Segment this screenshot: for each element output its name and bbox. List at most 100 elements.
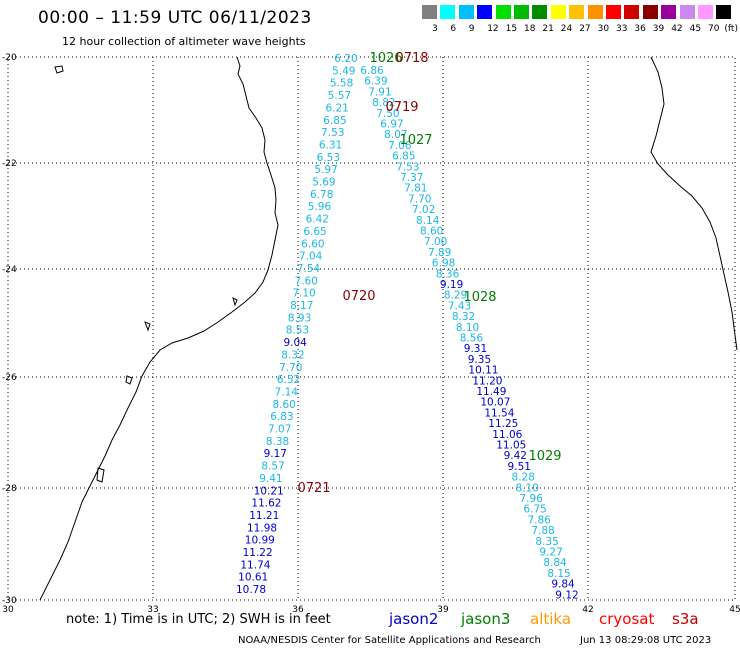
wave-height-label: 6.60 xyxy=(301,238,324,250)
legend-label: 15 xyxy=(505,24,518,34)
wave-height-label: 7.06 xyxy=(388,140,412,152)
wave-height-label: 6.86 xyxy=(360,65,384,77)
legend-label: 3 xyxy=(432,24,438,34)
graticule-grid xyxy=(7,56,736,601)
wave-height-label: 9.51 xyxy=(508,461,531,473)
pass-time-label: 0718 xyxy=(395,51,428,66)
wave-height-label: 11.20 xyxy=(472,375,502,387)
legend-swatch xyxy=(679,5,695,19)
map-title: 00:00 – 11:59 UTC 06/11/2023 xyxy=(38,8,312,28)
pass-time-label: 1027 xyxy=(399,133,432,148)
legend-swatch xyxy=(440,5,456,19)
wave-height-label: 7.02 xyxy=(412,204,435,216)
island-4 xyxy=(144,321,151,332)
wave-height-label: 7.88 xyxy=(531,525,554,537)
wave-height-label: 8.15 xyxy=(547,568,570,580)
wave-height-label: 8.36 xyxy=(436,268,460,280)
wave-height-label: 6.83 xyxy=(270,411,293,423)
wave-height-label: 8.10 xyxy=(516,482,539,494)
wave-height-label: 11.25 xyxy=(488,418,518,430)
x-tick-label: 33 xyxy=(147,605,158,615)
legend-label: 30 xyxy=(597,24,610,34)
wave-height-label: 7.04 xyxy=(299,251,323,263)
wave-height-label: 9.04 xyxy=(283,337,307,349)
wave-height-label: 9.27 xyxy=(539,547,562,559)
legend-swatch xyxy=(698,5,713,19)
wave-height-label: 7.50 xyxy=(376,108,399,120)
wave-height-label: 10.11 xyxy=(468,365,498,377)
wave-height-label: 11.49 xyxy=(476,386,506,398)
legend-label: 9 xyxy=(468,24,475,34)
wave-height-label: 8.60 xyxy=(420,226,443,238)
wave-height-label: 7.96 xyxy=(519,493,543,505)
x-tick-label: 45 xyxy=(729,605,740,615)
wave-height-label: 7.10 xyxy=(292,288,315,300)
island-1 xyxy=(54,65,64,74)
legend-swatch xyxy=(532,5,548,19)
wave-height-label: 7.70 xyxy=(408,193,431,205)
wave-height-label: 8.10 xyxy=(456,322,479,334)
pass-time-label: 1028 xyxy=(463,290,496,305)
footnote: note: 1) Time is in UTC; 2) SWH is in fe… xyxy=(66,612,331,627)
legend-label: 24 xyxy=(560,24,573,34)
wave-height-label: 9.35 xyxy=(468,354,491,366)
wave-height-label: 11.74 xyxy=(240,559,270,571)
wave-height-label: 7.81 xyxy=(404,183,427,195)
wave-height-label: 11.54 xyxy=(484,407,514,419)
legend-label: 27 xyxy=(579,24,591,34)
legend-swatch xyxy=(477,5,493,19)
x-tick-label: 42 xyxy=(582,605,593,615)
axis-ticks: 30 33 36 39 42 45 -20 -22 -24 -26 -28 -30 xyxy=(2,53,740,615)
legend-label: 45 xyxy=(689,24,702,34)
wave-height-label: 7.70 xyxy=(279,362,302,374)
satellite-name: cryosat xyxy=(599,610,655,628)
wave-height-label: 10.61 xyxy=(238,572,268,584)
wave-height-label: 7.91 xyxy=(368,86,391,98)
satellite-name: altika xyxy=(530,610,572,628)
legend-swatch xyxy=(458,5,474,19)
wave-height-label: 5.97 xyxy=(314,164,337,176)
satellite-tracks: 6.205.495.585.576.216.857.536.316.535.97… xyxy=(236,53,579,601)
wave-height-label: 6.78 xyxy=(310,189,333,201)
wave-height-label: 11.05 xyxy=(496,440,526,452)
wave-height-label: 10.99 xyxy=(245,535,275,547)
wave-height-label: 7.54 xyxy=(297,263,321,275)
wave-height-label: 8.07 xyxy=(384,129,407,141)
wave-height-label: 7.00 xyxy=(424,236,447,248)
wave-height-label: 8.38 xyxy=(266,436,289,448)
pass-time-label: 0720 xyxy=(342,289,375,304)
legend-swatch xyxy=(642,5,658,19)
wave-height-label: 6.31 xyxy=(319,139,342,151)
wave-height-label: 6.20 xyxy=(334,53,357,65)
legend-swatch xyxy=(422,5,437,19)
y-tick-label: -30 xyxy=(2,596,17,606)
generation-timestamp: Jun 13 08:29:08 UTC 2023 xyxy=(580,635,712,646)
wave-height-label: 6.97 xyxy=(380,119,403,131)
africa-coastline xyxy=(39,56,279,601)
wave-height-label: 5.96 xyxy=(308,201,332,213)
wave-height-label: 11.62 xyxy=(251,498,281,510)
pass-time-label: 0721 xyxy=(297,481,330,496)
wave-height-label: 9.12 xyxy=(555,589,578,601)
legend-swatch xyxy=(569,5,585,19)
wave-height-label: 8.56 xyxy=(460,333,484,345)
wave-height-label: 10.21 xyxy=(254,485,284,497)
wave-height-label: 10.78 xyxy=(236,584,266,596)
wave-height-label: 8.17 xyxy=(290,300,313,312)
wave-height-label: 7.86 xyxy=(527,514,551,526)
map-subtitle: 12 hour collection of altimeter wave hei… xyxy=(62,35,306,48)
wave-height-label: 6.39 xyxy=(364,76,387,88)
wave-height-label: 6.85 xyxy=(392,151,415,163)
legend-label: 42 xyxy=(671,24,683,34)
x-tick-label: 30 xyxy=(2,605,14,615)
wave-height-label: 9.31 xyxy=(464,343,487,355)
pass-time-label: 1026 xyxy=(369,51,402,66)
wave-height-label: 7.43 xyxy=(448,300,471,312)
wave-height-label: 8.82 xyxy=(372,97,395,109)
pass-time-label: 0719 xyxy=(385,100,418,115)
wave-height-label: 9.42 xyxy=(504,450,527,462)
wave-height-label: 8.84 xyxy=(543,557,567,569)
wave-height-label: 6.52 xyxy=(277,374,300,386)
legend-label: 21 xyxy=(542,24,554,34)
y-tick-label: -22 xyxy=(2,159,17,169)
